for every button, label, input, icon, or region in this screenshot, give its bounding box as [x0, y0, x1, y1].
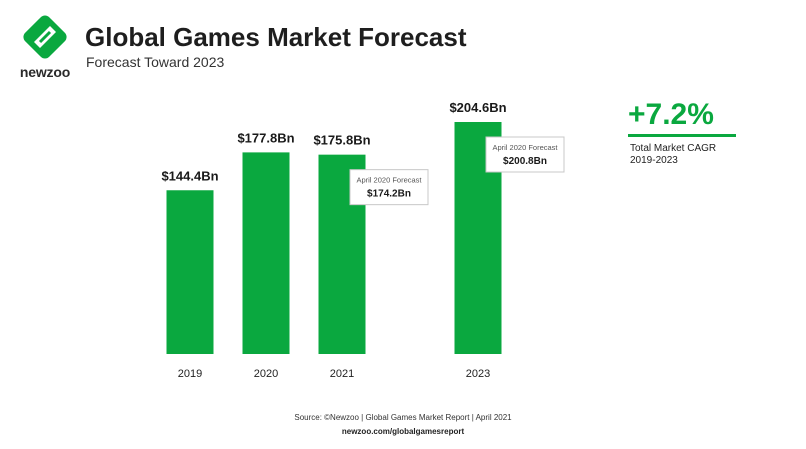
cagr-period: 2019-2023 [630, 155, 678, 166]
cagr-divider [628, 134, 736, 137]
cagr-label: Total Market CAGR [630, 143, 717, 154]
forecast-callout-2021 [349, 169, 429, 206]
forecast-callout-value-2021: $174.2Bn [367, 189, 411, 200]
value-label-2020: $177.8Bn [237, 130, 294, 145]
newzoo-logo-icon [23, 15, 67, 59]
newzoo-logo: newzoo [14, 12, 76, 80]
source-note: Source: ©Newzoo | Global Games Market Re… [294, 413, 512, 422]
forecast-callout-2023 [485, 136, 565, 173]
x-tick-2023: 2023 [466, 368, 490, 380]
page-subtitle: Forecast Toward 2023 [86, 54, 225, 70]
source-url: newzoo.com/globalgamesreport [341, 427, 465, 436]
page-title: Global Games Market Forecast [85, 22, 467, 52]
value-label-2021: $175.8Bn [313, 133, 370, 148]
forecast-callout-label-2023: April 2020 Forecast [492, 143, 558, 152]
value-label-2023: $204.6Bn [449, 100, 506, 115]
cagr-value: +7.2% [628, 98, 714, 131]
bar-2020 [242, 152, 290, 354]
logo-text: newzoo [19, 64, 71, 80]
value-label-2019: $144.4Bn [161, 168, 218, 183]
x-tick-2020: 2020 [254, 368, 278, 380]
x-tick-2021: 2021 [330, 368, 354, 380]
x-tick-2019: 2019 [178, 368, 202, 380]
bar-2019 [166, 190, 214, 354]
forecast-callout-value-2023: $200.8Bn [503, 156, 547, 167]
forecast-callout-label-2021: April 2020 Forecast [356, 176, 422, 185]
